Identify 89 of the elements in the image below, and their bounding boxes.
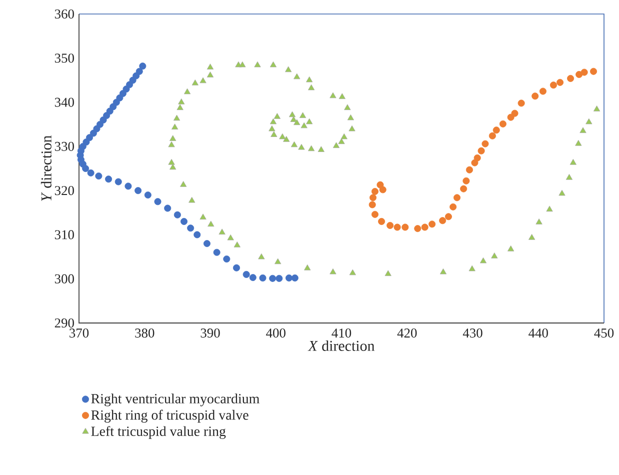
point [488, 132, 496, 140]
point [242, 270, 250, 278]
point [402, 224, 409, 231]
y-tick-label: 320 [54, 186, 74, 196]
point [454, 194, 461, 202]
point [213, 248, 220, 256]
point [450, 203, 457, 210]
point [507, 114, 514, 121]
point [386, 222, 394, 229]
point [532, 92, 539, 100]
point [154, 198, 162, 206]
x-tick-label: 450 [594, 328, 614, 338]
y-tick-label: 350 [54, 54, 74, 63]
point [124, 182, 132, 190]
point [471, 159, 478, 166]
point [203, 240, 210, 248]
x-tick-label: 400 [266, 328, 286, 338]
point [492, 126, 500, 134]
point [276, 274, 283, 282]
x-tick-label: 440 [528, 328, 548, 338]
point [580, 68, 588, 76]
legend-label: Right ring of tricuspid valve [91, 410, 248, 423]
point [482, 140, 489, 148]
point [105, 176, 112, 183]
point [421, 224, 428, 231]
x-tick-label: 410 [332, 328, 352, 338]
x-tick-label: 370 [70, 328, 89, 338]
x-axis-title: X direction [308, 340, 375, 351]
point [112, 98, 120, 106]
point [439, 217, 446, 224]
point [249, 274, 256, 282]
point [90, 130, 97, 137]
point [194, 231, 201, 238]
point [164, 204, 172, 212]
point [286, 274, 292, 282]
y-tick-label: 360 [54, 9, 74, 19]
x-tick-label: 380 [135, 328, 154, 338]
legend-label: Left tricuspid value ring [91, 426, 226, 439]
x-tick-label: 420 [397, 328, 417, 338]
point [87, 169, 94, 176]
point [139, 62, 146, 70]
point [378, 218, 386, 225]
y-axis-title: Y direction [40, 135, 52, 201]
y-tick-label: 290 [54, 318, 74, 328]
point [576, 70, 583, 78]
point [550, 82, 557, 89]
point [539, 88, 546, 95]
point [114, 178, 122, 186]
point [371, 210, 378, 218]
point [259, 274, 266, 282]
point [394, 224, 401, 231]
point [511, 110, 518, 117]
y-tick-label: 300 [54, 274, 74, 284]
point [499, 120, 506, 128]
point [460, 185, 468, 192]
point [428, 220, 436, 228]
point [233, 264, 240, 272]
point [370, 194, 377, 202]
point [180, 218, 188, 225]
point [567, 74, 574, 82]
point [462, 177, 470, 184]
x-tick-label: 390 [200, 328, 220, 338]
point [474, 154, 481, 162]
point [223, 255, 230, 262]
point [144, 191, 152, 198]
point [590, 68, 598, 75]
point [129, 76, 136, 84]
x-tick-label: 430 [462, 328, 482, 338]
y-tick-label: 310 [54, 230, 74, 240]
point [134, 187, 142, 194]
point [187, 224, 194, 232]
point [93, 125, 100, 132]
point [174, 211, 181, 218]
point [556, 78, 564, 86]
point [95, 172, 102, 180]
point [291, 274, 298, 282]
point [444, 213, 452, 220]
point [269, 274, 276, 282]
point [82, 165, 90, 172]
point [518, 100, 525, 107]
point [478, 147, 485, 154]
legend-label: Right ventricular myocardium [91, 394, 260, 406]
y-tick-label: 330 [54, 142, 74, 151]
point [466, 166, 473, 174]
point [414, 225, 422, 232]
point [371, 188, 378, 195]
y-tick-label: 340 [54, 98, 74, 107]
point [368, 201, 376, 208]
point [379, 186, 386, 194]
